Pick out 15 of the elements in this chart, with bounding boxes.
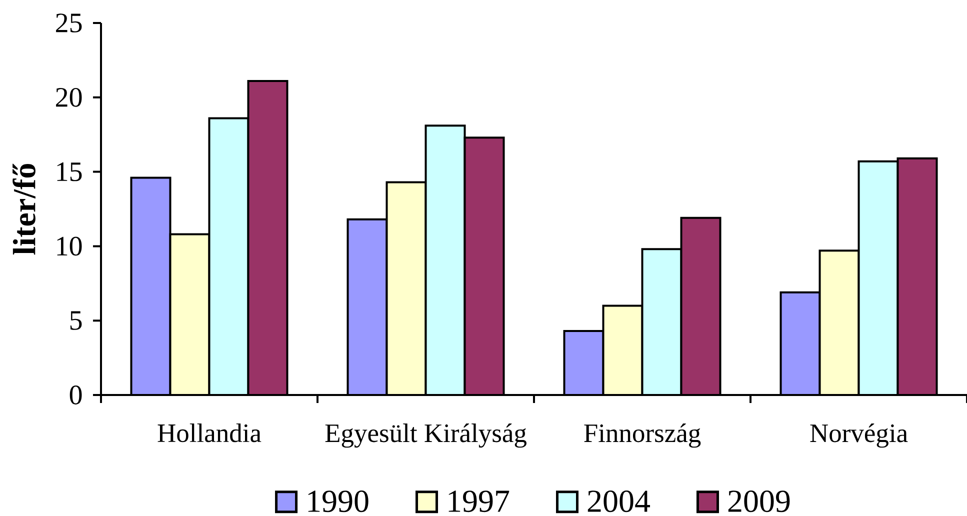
legend-label: 1990 [308,490,368,512]
y-tick-label: 5 [70,311,82,330]
y-axis-title: liter/fő [12,164,36,255]
y-tick-label: 10 [57,236,82,256]
legend-label: 1997 [448,490,510,512]
x-tick-label: Egyesült Királyság [325,424,526,448]
x-tick-label: Finnország [584,424,701,448]
y-tick-label: 15 [57,162,82,182]
y-tick-label: 20 [56,88,82,107]
x-tick-label: Hollandia [158,424,262,442]
legend-label: 2004 [588,490,650,512]
y-tick-label: 25 [56,14,82,32]
y-tick-label: 0 [70,386,82,404]
x-tick-label: Norvégia [810,424,908,448]
legend-label: 2009 [728,490,790,512]
